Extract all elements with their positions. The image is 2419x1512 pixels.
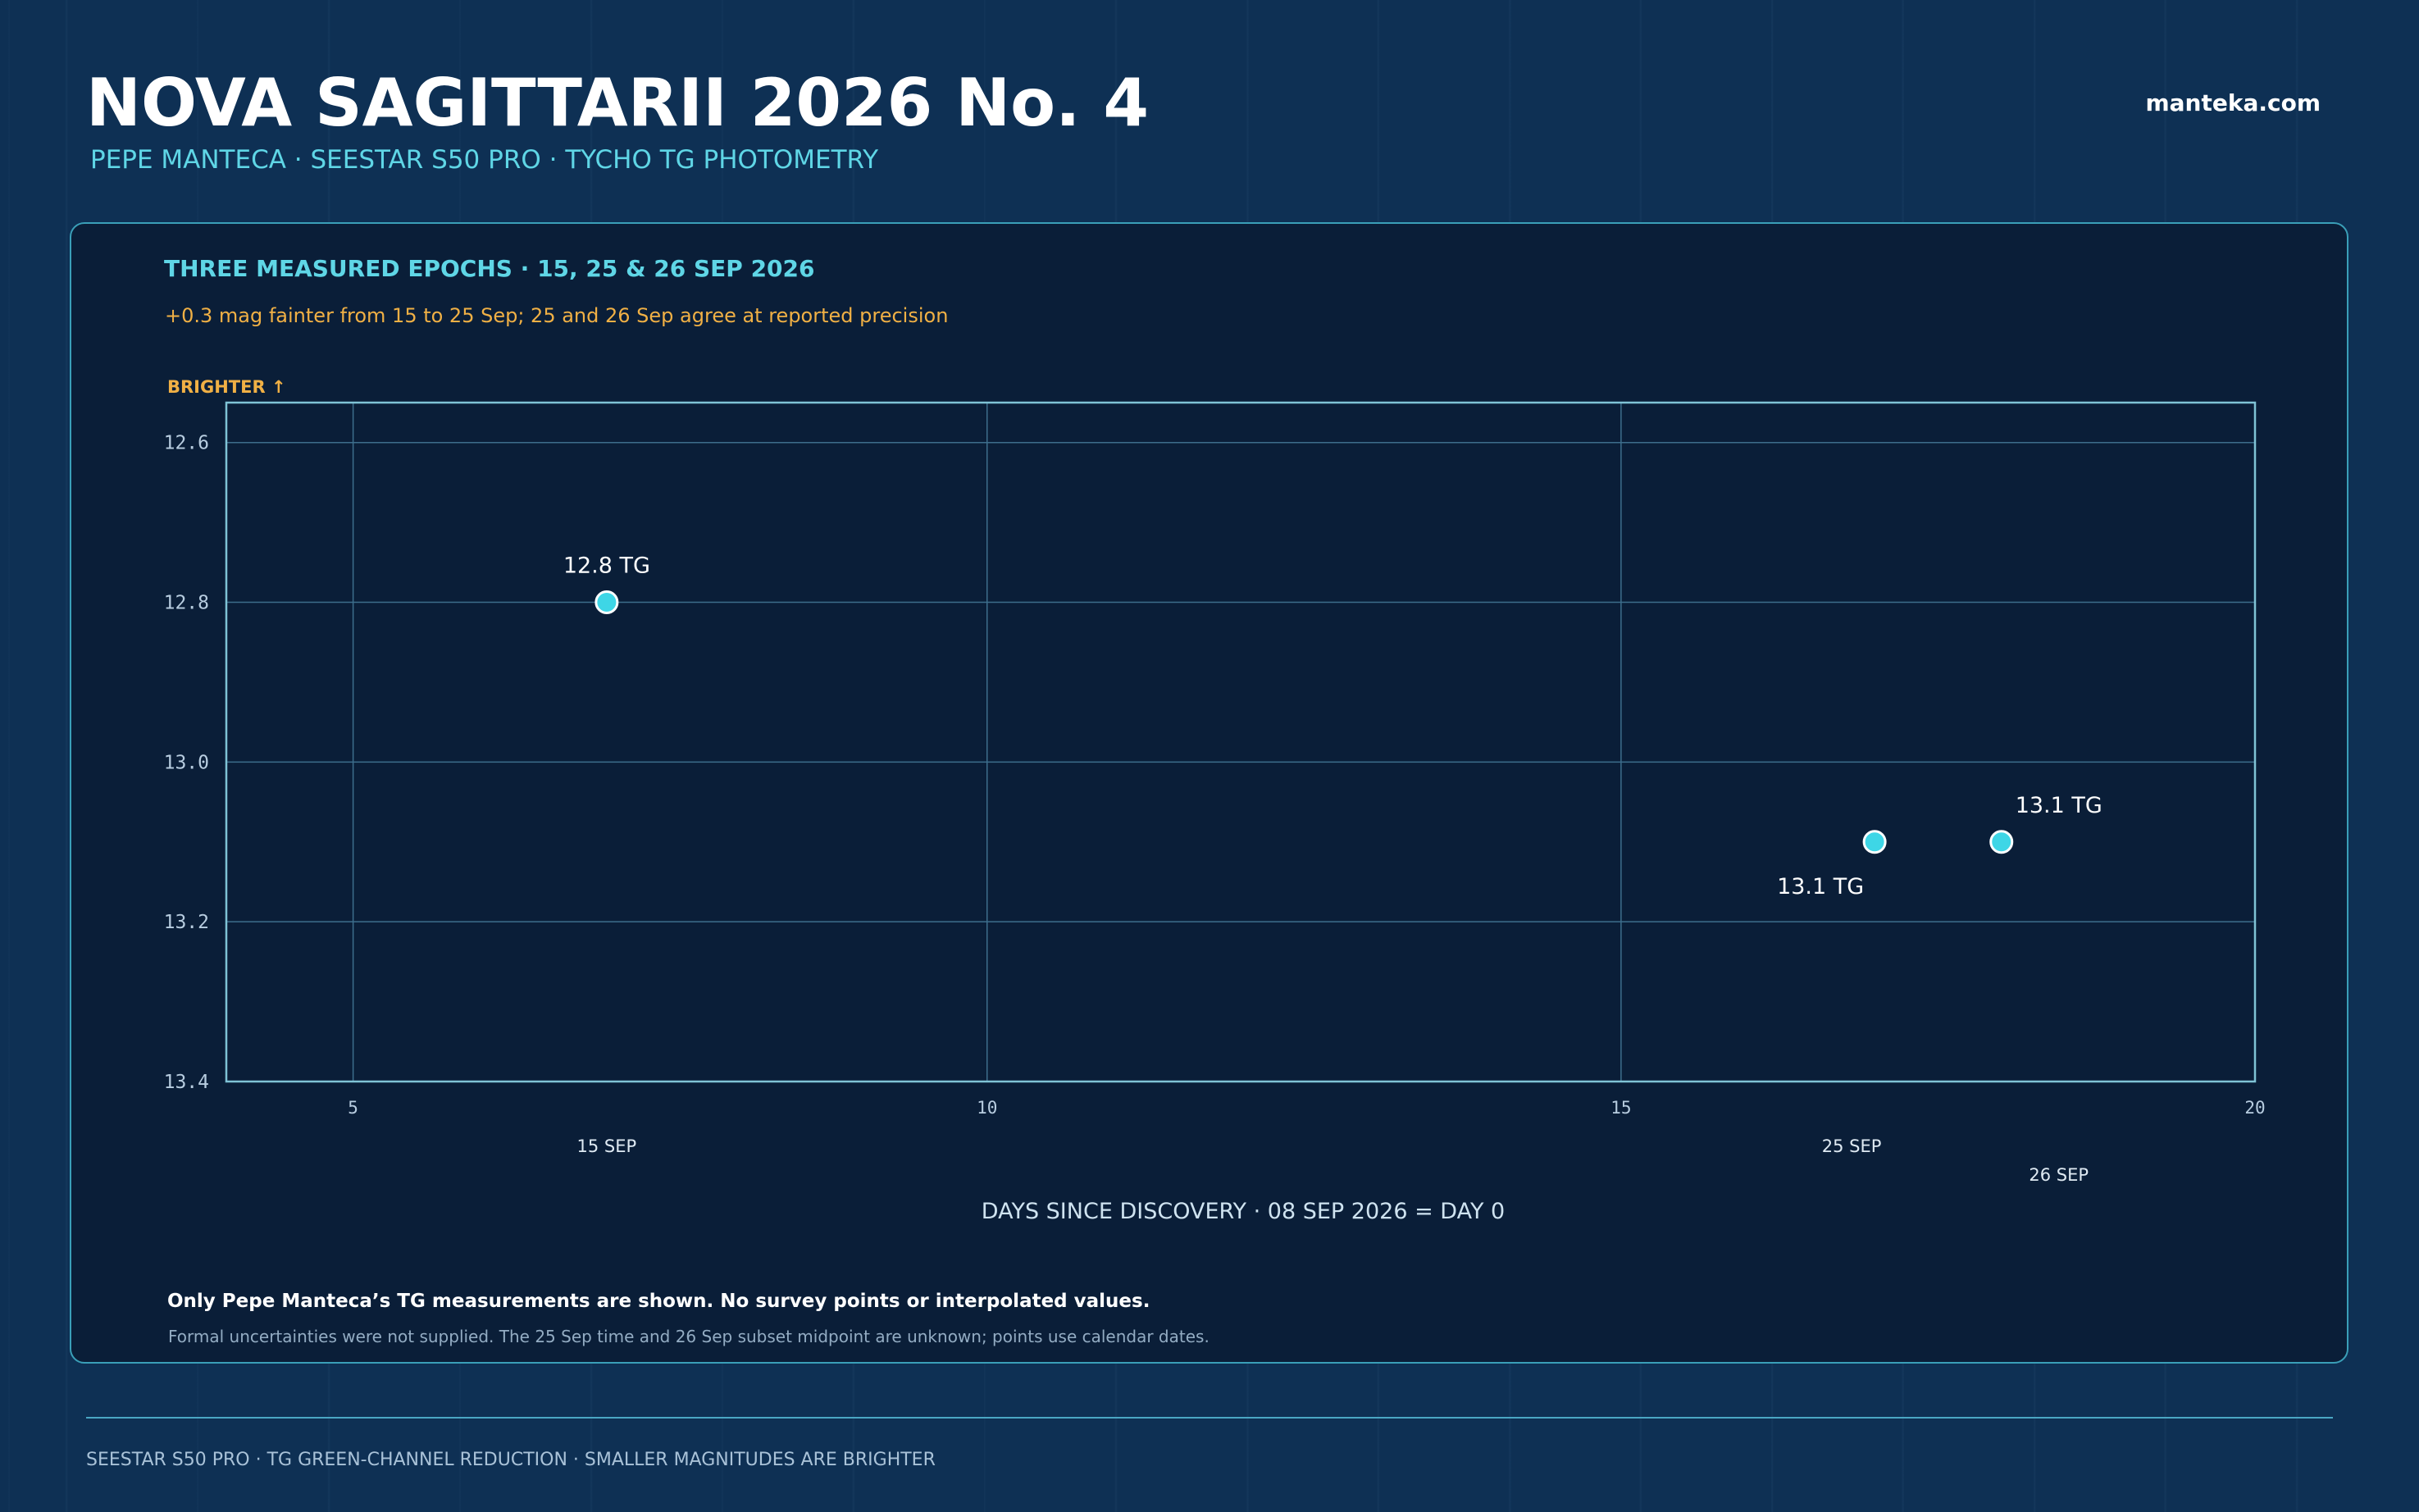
- plot-area: [226, 403, 2255, 1082]
- data-label: 13.1 TG: [1777, 874, 1864, 899]
- panel-headline: THREE MEASURED EPOCHS · 15, 25 & 26 SEP …: [164, 255, 815, 282]
- data-point: [1862, 830, 1887, 854]
- y-axis-label: BRIGHTER ↑: [167, 377, 286, 397]
- y-tick-label: 13.0: [164, 752, 209, 773]
- x-tick-label: 10: [977, 1098, 997, 1118]
- x-tick-label: 15: [1610, 1098, 1631, 1118]
- data-label: 13.1 TG: [2016, 793, 2102, 818]
- y-tick-label: 13.4: [164, 1072, 209, 1093]
- y-tick-label: 12.6: [164, 433, 209, 454]
- x-axis-label: DAYS SINCE DISCOVERY · 08 SEP 2026 = DAY…: [982, 1199, 1505, 1224]
- footer-divider: [86, 1417, 2333, 1419]
- data-label: 12.8 TG: [563, 553, 650, 579]
- footnote-main: Only Pepe Manteca’s TG measurements are …: [167, 1291, 1150, 1312]
- site-link[interactable]: manteka.com: [2145, 89, 2321, 116]
- footnote-detail: Formal uncertainties were not supplied. …: [168, 1327, 1210, 1346]
- x-tick-label: 5: [348, 1098, 358, 1118]
- date-label: 15 SEP: [577, 1136, 637, 1156]
- data-point: [1989, 830, 2014, 854]
- y-tick-label: 12.8: [164, 593, 209, 614]
- trend-note: +0.3 mag fainter from 15 to 25 Sep; 25 a…: [165, 304, 949, 327]
- date-label: 26 SEP: [2029, 1165, 2089, 1185]
- date-label: 25 SEP: [1822, 1136, 1882, 1156]
- y-tick-label: 13.2: [164, 912, 209, 933]
- footer-text: SEESTAR S50 PRO · TG GREEN-CHANNEL REDUC…: [86, 1450, 936, 1470]
- data-point: [594, 590, 619, 615]
- x-tick-label: 20: [2244, 1098, 2265, 1118]
- plot-frame: [225, 401, 2257, 1083]
- page-title: NOVA SAGITTARII 2026 No. 4: [86, 65, 1150, 141]
- page-subtitle: PEPE MANTECA · SEESTAR S50 PRO · TYCHO T…: [90, 145, 879, 175]
